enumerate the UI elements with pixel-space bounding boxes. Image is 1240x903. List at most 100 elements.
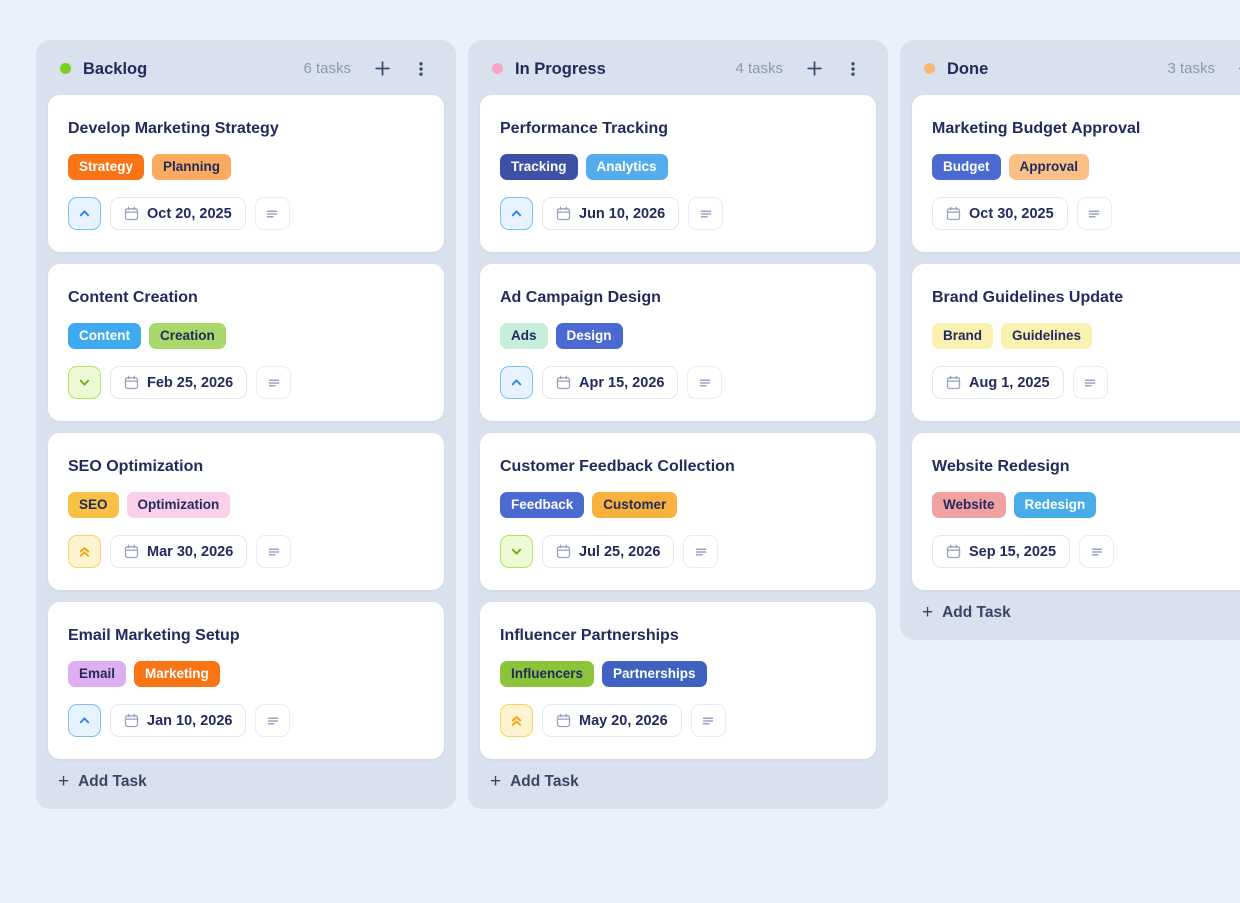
description-button[interactable] (254, 197, 290, 230)
task-card[interactable]: Customer Feedback Collection Feedback Cus… (480, 433, 876, 590)
description-button[interactable] (690, 704, 726, 737)
column-menu-button[interactable] (840, 56, 866, 82)
task-card[interactable]: Email Marketing Setup Email Marketing Jan… (48, 602, 444, 759)
due-date-chip[interactable]: Aug 1, 2025 (932, 366, 1064, 399)
task-tags: Influencers Partnerships (500, 661, 856, 687)
task-tag: Influencers (500, 661, 595, 687)
add-task-icon-button[interactable] (801, 55, 828, 82)
due-date-chip[interactable]: Apr 15, 2026 (542, 366, 679, 399)
chevron-down-icon (77, 375, 92, 390)
add-task-button[interactable]: + Add Task (912, 590, 1021, 628)
priority-urgent-button[interactable] (68, 535, 101, 568)
task-card[interactable]: Content Creation Content Creation Feb 25,… (48, 264, 444, 421)
chevron-up-icon (509, 375, 524, 390)
due-date-chip[interactable]: Feb 25, 2026 (110, 366, 248, 399)
description-lines-icon (1082, 375, 1098, 391)
task-title: Content Creation (68, 289, 198, 306)
description-lines-icon (700, 713, 716, 729)
task-meta: Oct 20, 2025 (68, 197, 424, 230)
task-meta: Jun 10, 2026 (500, 197, 856, 230)
task-tag: Design (555, 323, 623, 349)
task-tag: Customer (592, 492, 678, 518)
priority-low-button[interactable] (500, 535, 533, 568)
task-card[interactable]: Performance Tracking Tracking Analytics J… (480, 95, 876, 252)
task-tags: Budget Approval (932, 154, 1240, 180)
task-card[interactable]: Develop Marketing Strategy Strategy Plann… (48, 95, 444, 252)
due-date-chip[interactable]: Jun 10, 2026 (542, 197, 680, 230)
description-lines-icon (265, 713, 281, 729)
chevron-down-icon (509, 544, 524, 559)
task-tag: Feedback (500, 492, 585, 518)
add-task-icon-button[interactable] (1233, 55, 1240, 82)
task-tag: Optimization (126, 492, 231, 518)
column-title: Done (947, 59, 989, 78)
description-button[interactable] (687, 366, 723, 399)
description-lines-icon (698, 206, 714, 222)
due-date-chip[interactable]: Jan 10, 2026 (110, 704, 247, 737)
task-meta: Sep 15, 2025 (932, 535, 1240, 568)
description-lines-icon (1086, 206, 1102, 222)
description-button[interactable] (688, 197, 724, 230)
task-title: Brand Guidelines Update (932, 289, 1124, 306)
description-button[interactable] (256, 366, 292, 399)
task-tags: SEO Optimization (68, 492, 424, 518)
task-tag: Approval (1008, 154, 1090, 180)
priority-high-button[interactable] (68, 704, 101, 737)
task-tag: SEO (68, 492, 119, 518)
task-title: Performance Tracking (500, 120, 669, 137)
chevron-up-icon (509, 206, 524, 221)
due-date-chip[interactable]: Oct 20, 2025 (110, 197, 246, 230)
calendar-icon (946, 544, 961, 559)
kanban-column-done: Done 3 tasks Marketing Budget Approval B… (900, 40, 1240, 640)
description-lines-icon (697, 375, 713, 391)
task-tags: Email Marketing (68, 661, 424, 687)
add-task-label: Add Task (942, 604, 1011, 621)
due-date-chip[interactable]: May 20, 2026 (542, 704, 682, 737)
due-date-chip[interactable]: Oct 30, 2025 (932, 197, 1068, 230)
description-button[interactable] (1079, 535, 1115, 568)
priority-high-button[interactable] (68, 197, 101, 230)
task-tag: Partnerships (602, 661, 707, 687)
add-task-button[interactable]: + Add Task (480, 759, 589, 797)
description-button[interactable] (1076, 197, 1112, 230)
description-button[interactable] (256, 535, 292, 568)
task-card[interactable]: Brand Guidelines Update Brand Guidelines … (912, 264, 1240, 421)
task-tags: Content Creation (68, 323, 424, 349)
task-meta: Apr 15, 2026 (500, 366, 856, 399)
description-button[interactable] (255, 704, 291, 737)
plus-icon: + (922, 602, 934, 623)
task-card[interactable]: SEO Optimization SEO Optimization Mar 30,… (48, 433, 444, 590)
calendar-icon (556, 206, 571, 221)
task-card[interactable]: Ad Campaign Design Ads Design Apr 15, 202… (480, 264, 876, 421)
task-title: Marketing Budget Approval (932, 120, 1141, 137)
column-cards: Develop Marketing Strategy Strategy Plann… (48, 95, 444, 759)
priority-high-button[interactable] (500, 197, 533, 230)
priority-urgent-button[interactable] (500, 704, 533, 737)
column-title: Backlog (83, 59, 148, 78)
kebab-menu-icon (844, 60, 862, 78)
due-date-chip[interactable]: Jul 25, 2026 (542, 535, 675, 568)
task-tag: Content (68, 323, 141, 349)
kanban-board: Backlog 6 tasks Develop Marketing Strate… (36, 40, 1240, 809)
add-task-icon-button[interactable] (369, 55, 396, 82)
task-card[interactable]: Marketing Budget Approval Budget Approval… (912, 95, 1240, 252)
task-title: Develop Marketing Strategy (68, 120, 279, 137)
priority-high-button[interactable] (500, 366, 533, 399)
add-task-label: Add Task (510, 773, 579, 790)
task-card[interactable]: Influencer Partnerships Influencers Partn… (480, 602, 876, 759)
priority-low-button[interactable] (68, 366, 101, 399)
calendar-icon (124, 713, 139, 728)
due-date-label: May 20, 2026 (579, 712, 668, 729)
due-date-chip[interactable]: Mar 30, 2026 (110, 535, 248, 568)
due-date-chip[interactable]: Sep 15, 2025 (932, 535, 1071, 568)
add-task-button[interactable]: + Add Task (48, 759, 157, 797)
description-button[interactable] (1072, 366, 1108, 399)
task-title: SEO Optimization (68, 458, 204, 475)
task-card[interactable]: Website Redesign Website Redesign Sep 15,… (912, 433, 1240, 590)
kebab-menu-icon (412, 60, 430, 78)
description-button[interactable] (683, 535, 719, 568)
column-menu-button[interactable] (408, 56, 434, 82)
column-task-count: 4 tasks (735, 60, 783, 77)
task-tag: Planning (152, 154, 232, 180)
due-date-label: Oct 20, 2025 (147, 205, 232, 222)
